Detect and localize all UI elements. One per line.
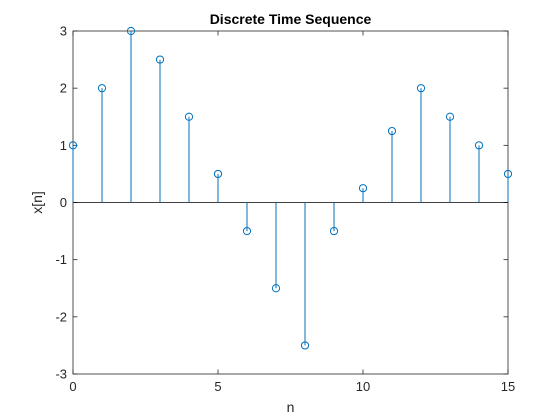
x-axis-label: n — [287, 399, 295, 415]
stem-marker — [155, 55, 165, 64]
stem-marker — [387, 126, 397, 136]
x-tick-label: 10 — [356, 379, 370, 394]
stem-marker — [416, 84, 426, 93]
y-tick-label: -3 — [55, 367, 67, 382]
y-axis-label: x[n] — [29, 191, 45, 214]
stem-marker — [474, 141, 484, 150]
stem-marker — [271, 284, 281, 293]
y-tick-label: 1 — [60, 138, 67, 153]
y-tick-label: 2 — [60, 81, 67, 96]
stem-marker — [503, 169, 513, 179]
stem-marker — [300, 341, 310, 350]
y-tick-label: 3 — [60, 24, 67, 39]
y-tick-label: -2 — [55, 309, 67, 324]
y-tick-label: -1 — [55, 252, 67, 267]
x-tick-label: 0 — [69, 379, 76, 394]
stem-marker — [445, 112, 455, 121]
stem-marker — [97, 84, 107, 93]
chart-title: Discrete Time Sequence — [210, 11, 372, 27]
stem-marker — [184, 112, 194, 121]
stem-marker — [358, 184, 368, 193]
y-tick-label: 0 — [60, 195, 67, 210]
stem-marker — [213, 169, 223, 179]
x-tick-label: 15 — [501, 379, 515, 394]
x-tick-label: 5 — [214, 379, 221, 394]
stem-marker — [126, 26, 136, 36]
stem-marker — [329, 226, 339, 236]
stem-marker — [242, 226, 252, 236]
stem-marker — [68, 141, 78, 150]
